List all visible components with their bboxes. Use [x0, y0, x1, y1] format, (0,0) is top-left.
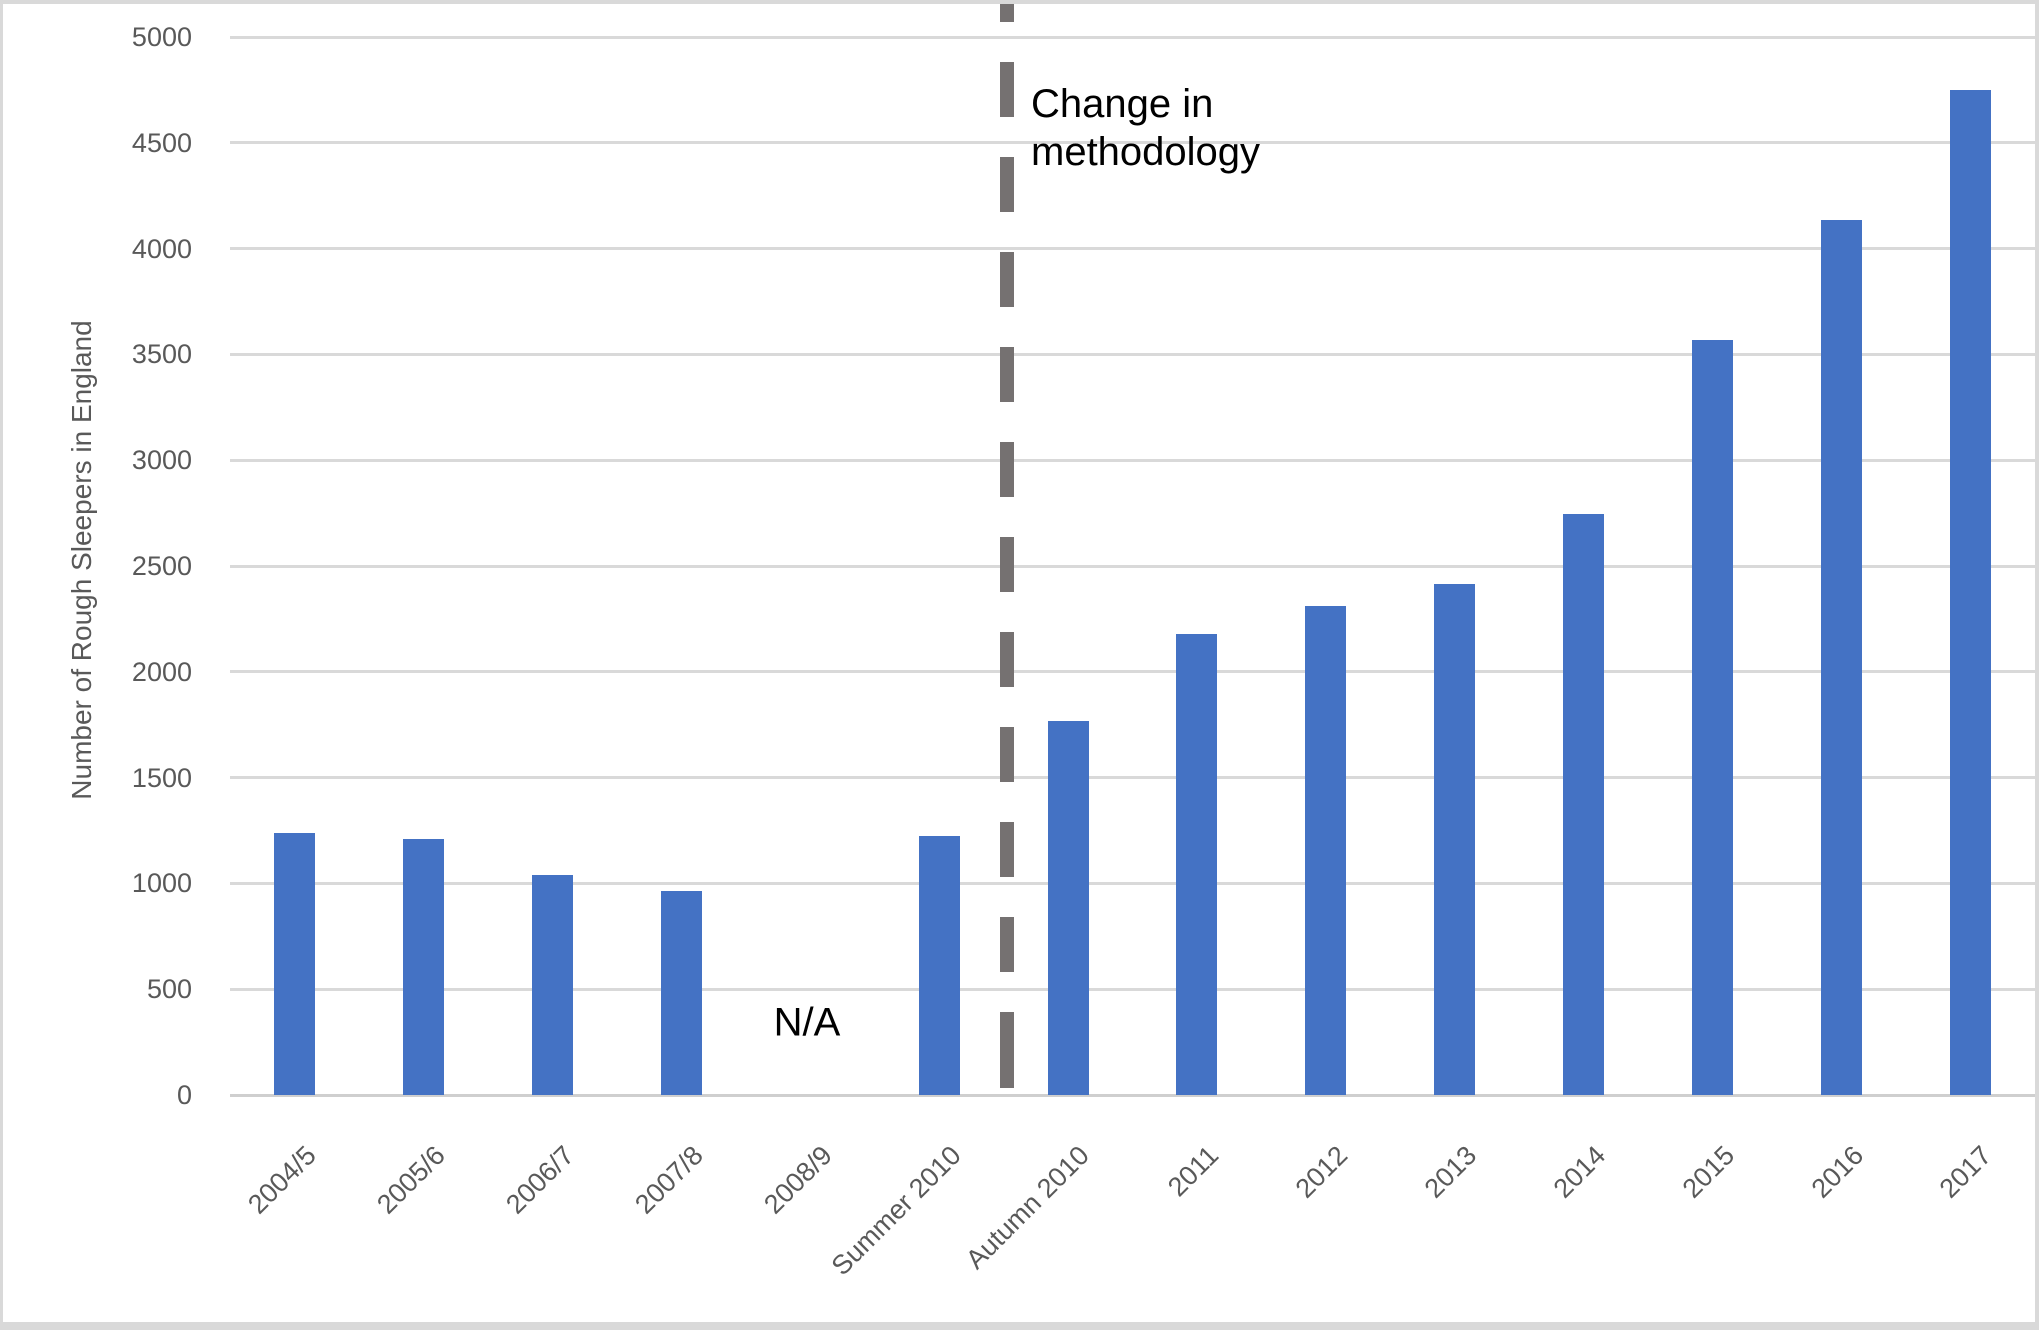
bar-summer-2010	[918, 835, 960, 1095]
gridline-5000	[230, 35, 2035, 39]
bar-2013	[1434, 584, 1476, 1095]
gridline-2000	[230, 670, 2035, 674]
y-tick-label-500: 500	[146, 974, 192, 1005]
methodology-change-divider-line	[1000, 0, 1014, 1088]
gridline-4500	[230, 141, 2035, 145]
annotation-change-in-methodology: Change in methodology	[1031, 82, 1261, 174]
bar-2012	[1305, 606, 1347, 1095]
x-axis-line	[230, 1093, 2035, 1097]
bar-2004-5	[273, 832, 315, 1095]
x-tick-label-2012: 2012	[1289, 1140, 1354, 1204]
y-tick-label-5000: 5000	[131, 22, 192, 52]
y-tick-label-1000: 1000	[131, 868, 192, 899]
x-tick-label-2014: 2014	[1547, 1140, 1611, 1204]
gridline-1500	[230, 776, 2035, 780]
x-tick-label-2007-8: 2007/8	[628, 1140, 709, 1220]
y-tick-label-0: 0	[176, 1080, 192, 1110]
x-tick-label-summer-2010: Summer 2010	[825, 1140, 967, 1282]
bar-2005-6	[402, 838, 444, 1095]
x-tick-label-2006-7: 2006/7	[499, 1140, 580, 1220]
x-tick-label-2008-9: 2008/9	[757, 1140, 838, 1220]
chart-border-right	[2035, 0, 2039, 1330]
x-tick-label-2005-6: 2005/6	[371, 1140, 451, 1220]
x-tick-label-2004-5: 2004/5	[242, 1140, 322, 1220]
y-tick-label-4500: 4500	[131, 127, 192, 158]
gridline-4000	[230, 247, 2035, 251]
y-tick-label-1500: 1500	[131, 762, 192, 793]
x-tick-label-2015: 2015	[1676, 1140, 1740, 1204]
x-tick-label-autumn-2010: Autumn 2010	[960, 1140, 1096, 1275]
chart-border-left	[0, 0, 3, 1330]
na-label: N/A	[773, 1000, 841, 1045]
x-tick-label-2011: 2011	[1161, 1140, 1225, 1203]
y-tick-label-2000: 2000	[131, 656, 192, 687]
bar-2011	[1176, 633, 1218, 1095]
gridline-1000	[230, 881, 2035, 885]
bar-autumn-2010	[1047, 720, 1089, 1095]
y-tick-label-3000: 3000	[131, 445, 192, 476]
x-tick-label-2017: 2017	[1934, 1140, 1998, 1204]
gridline-3000	[230, 458, 2035, 462]
y-axis-title: Number of Rough Sleepers in England	[66, 320, 97, 800]
chart-border-bottom	[0, 1322, 2039, 1330]
bar-2014	[1563, 514, 1605, 1095]
y-tick-label-3500: 3500	[131, 339, 192, 370]
bar-2017	[1950, 89, 1992, 1095]
y-tick-label-2500: 2500	[131, 551, 192, 581]
x-tick-label-2013: 2013	[1418, 1140, 1483, 1204]
bar-2007-8	[660, 890, 702, 1095]
gridline-500	[230, 987, 2035, 991]
gridline-3500	[230, 352, 2035, 356]
bar-2016	[1821, 220, 1863, 1095]
bar-2006-7	[531, 874, 573, 1095]
y-tick-label-4000: 4000	[131, 233, 192, 264]
chart-border-top	[0, 0, 2039, 4]
bar-2015	[1692, 339, 1734, 1095]
x-tick-label-2016: 2016	[1805, 1140, 1869, 1204]
gridline-2500	[230, 564, 2035, 568]
